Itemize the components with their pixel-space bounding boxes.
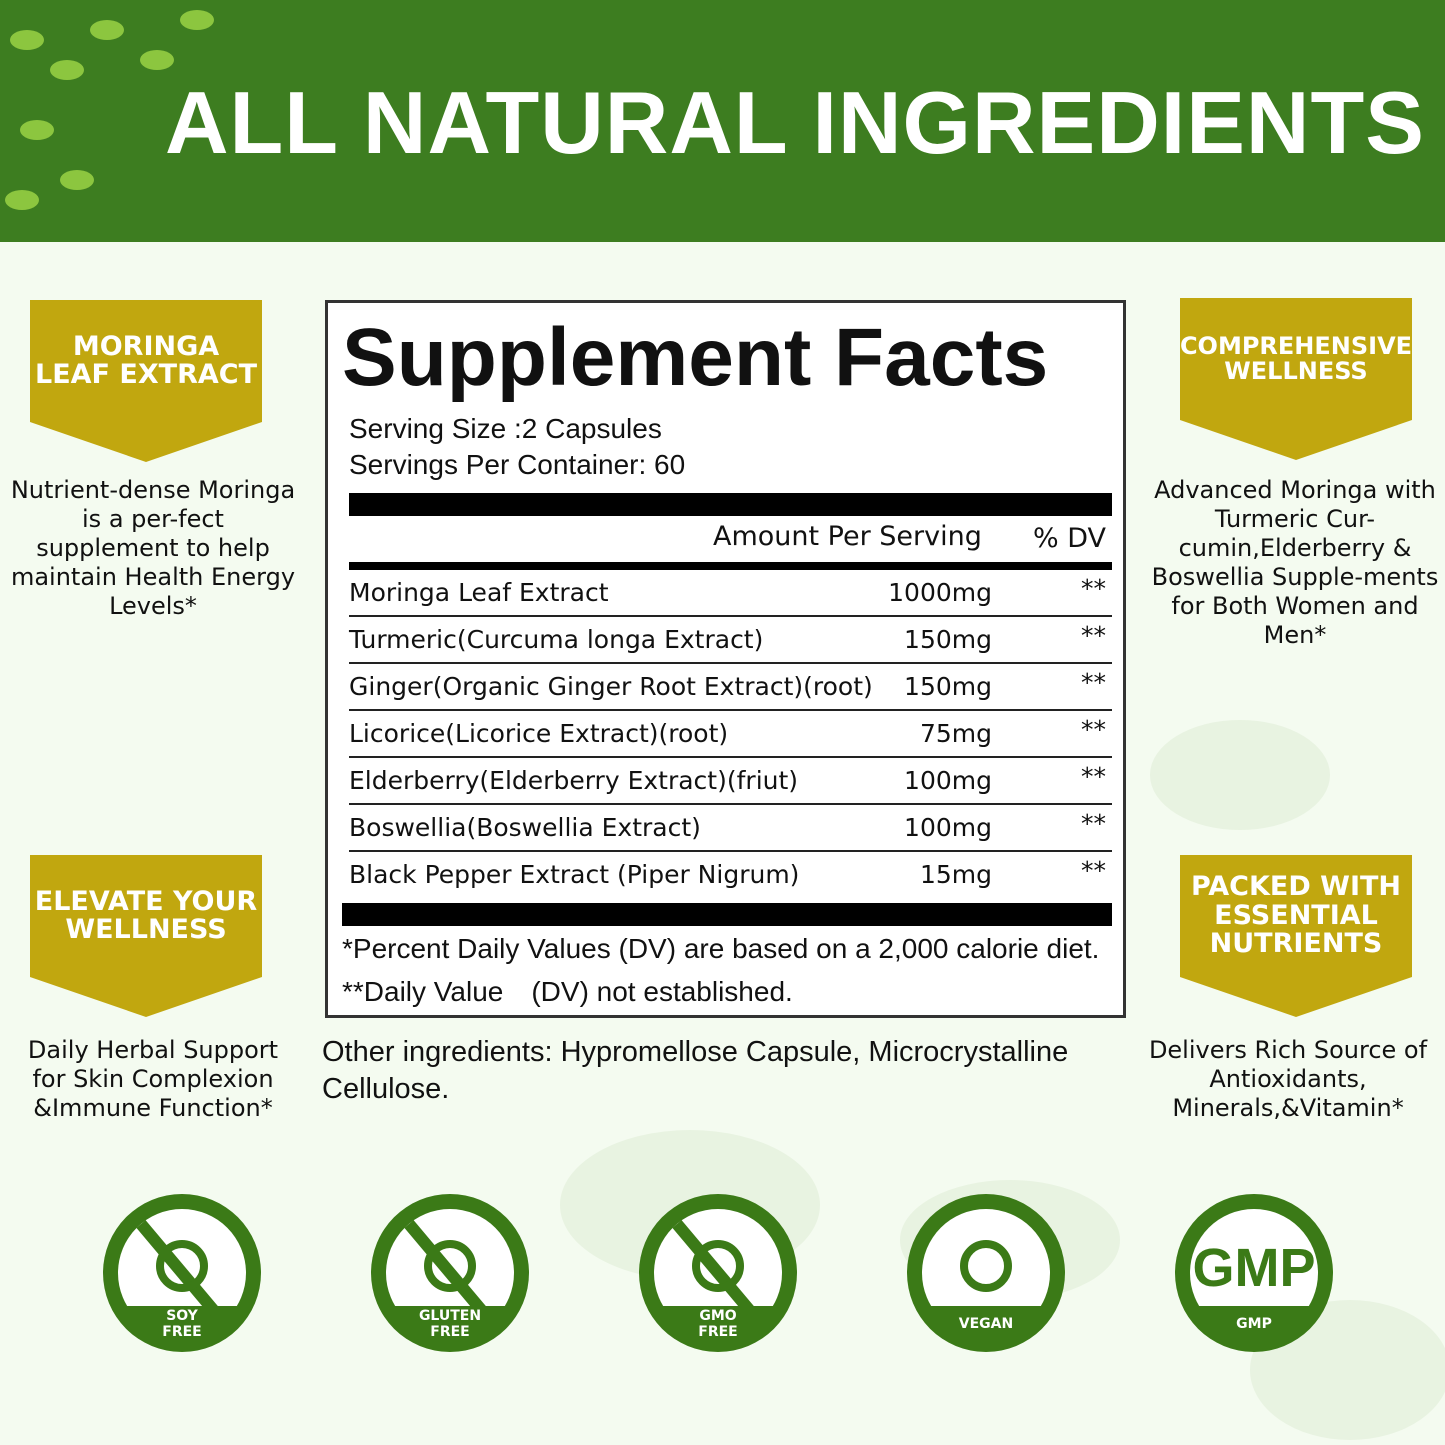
ingredient-dv: **: [1081, 621, 1106, 650]
ingredient-amount: 100mg: [904, 813, 992, 842]
supplement-facts-panel: Supplement Facts Serving Size :2 Capsule…: [325, 300, 1126, 1018]
ingredient-amount: 150mg: [904, 672, 992, 701]
ingredient-dv: **: [1081, 762, 1106, 791]
svg-text:GMP: GMP: [1192, 1238, 1315, 1298]
feature-desc: Daily Herbal Support for Skin Complexion…: [27, 1036, 279, 1122]
ingredient-dv: **: [1081, 574, 1106, 603]
svg-text:FREE: FREE: [430, 1324, 469, 1340]
ingredient-name: Black Pepper Extract (Piper Nigrum): [349, 860, 800, 889]
table-row: Licorice(Licorice Extract)(root) 75mg **: [349, 711, 1112, 758]
soy-free-icon: SOY FREE: [103, 1194, 261, 1352]
gmo-free-icon: GMO FREE: [639, 1194, 797, 1352]
serving-size: Serving Size :2 Capsules: [349, 413, 662, 444]
ingredient-dv: **: [1081, 715, 1106, 744]
table-row: Boswellia(Boswellia Extract) 100mg **: [349, 805, 1112, 852]
svg-text:GLUTEN: GLUTEN: [419, 1308, 481, 1324]
ingredient-amount: 1000mg: [888, 578, 992, 607]
ingredient-name: Boswellia(Boswellia Extract): [349, 813, 701, 842]
badge-moringa: MORINGA LEAF EXTRACT: [30, 300, 262, 462]
ingredient-name: Turmeric(Curcuma longa Extract): [349, 625, 764, 654]
svg-text:GMP: GMP: [1236, 1316, 1272, 1332]
svg-text:FREE: FREE: [698, 1324, 737, 1340]
ingredient-dv: **: [1081, 809, 1106, 838]
gluten-free-icon: GLUTEN FREE: [371, 1194, 529, 1352]
table-row: Elderberry(Elderberry Extract)(friut) 100…: [349, 758, 1112, 805]
table-row: Black Pepper Extract (Piper Nigrum) 15mg *…: [349, 852, 1112, 899]
ingredient-dv: **: [1081, 856, 1106, 885]
vegan-icon: VEGAN: [907, 1194, 1065, 1352]
svg-text:SOY: SOY: [166, 1308, 198, 1324]
feature-desc: Nutrient-dense Moringa is a per-fect sup…: [10, 476, 296, 620]
header-banner: ALL NATURAL INGREDIENTS: [0, 0, 1445, 242]
svg-text:FREE: FREE: [162, 1324, 201, 1340]
divider: [349, 493, 1112, 516]
gmp-icon: GMP GMP: [1175, 1194, 1333, 1352]
feature-desc: Delivers Rich Source of Antioxidants, Mi…: [1148, 1036, 1428, 1122]
page-title: ALL NATURAL INGREDIENTS: [165, 73, 1425, 172]
badge-comprehensive: COMPREHENSIVE WELLNESS: [1180, 298, 1412, 460]
ingredient-amount: 15mg: [919, 860, 992, 889]
table-row: Moringa Leaf Extract 1000mg **: [349, 570, 1112, 617]
svg-text:GMO: GMO: [699, 1308, 736, 1324]
ingredient-amount: 150mg: [904, 625, 992, 654]
divider: [349, 562, 1112, 570]
facts-title: Supplement Facts: [342, 312, 1049, 403]
col-dv: % DV: [1033, 523, 1107, 554]
badge-elevate: ELEVATE YOUR WELLNESS: [30, 855, 262, 1017]
ingredient-name: Moringa Leaf Extract: [349, 578, 609, 607]
svg-text:VEGAN: VEGAN: [959, 1316, 1013, 1332]
feature-desc: Advanced Moringa with Turmeric Cur-cumin…: [1151, 476, 1439, 649]
table-row: Turmeric(Curcuma longa Extract) 150mg **: [349, 617, 1112, 664]
ingredient-amount: 100mg: [904, 766, 992, 795]
other-ingredients: Other ingredients: Hypromellose Capsule,…: [322, 1036, 1069, 1105]
footnote: **Daily Value (DV) not established.: [342, 976, 793, 1007]
ingredient-amount: 75mg: [919, 719, 992, 748]
ingredient-dv: **: [1081, 668, 1106, 697]
servings-per-container: Servings Per Container: 60: [349, 449, 686, 480]
table-row: Ginger(Organic Ginger Root Extract)(root…: [349, 664, 1112, 711]
divider: [342, 903, 1112, 926]
ingredient-name: Licorice(Licorice Extract)(root): [349, 719, 729, 748]
ingredient-name: Elderberry(Elderberry Extract)(friut): [349, 766, 799, 795]
footnote: *Percent Daily Values (DV) are based on …: [342, 933, 1100, 964]
ingredient-name: Ginger(Organic Ginger Root Extract)(root…: [349, 672, 873, 701]
badge-packed: PACKED WITH ESSENTIAL NUTRIENTS: [1180, 855, 1412, 1017]
col-amount: Amount Per Serving: [713, 521, 982, 552]
